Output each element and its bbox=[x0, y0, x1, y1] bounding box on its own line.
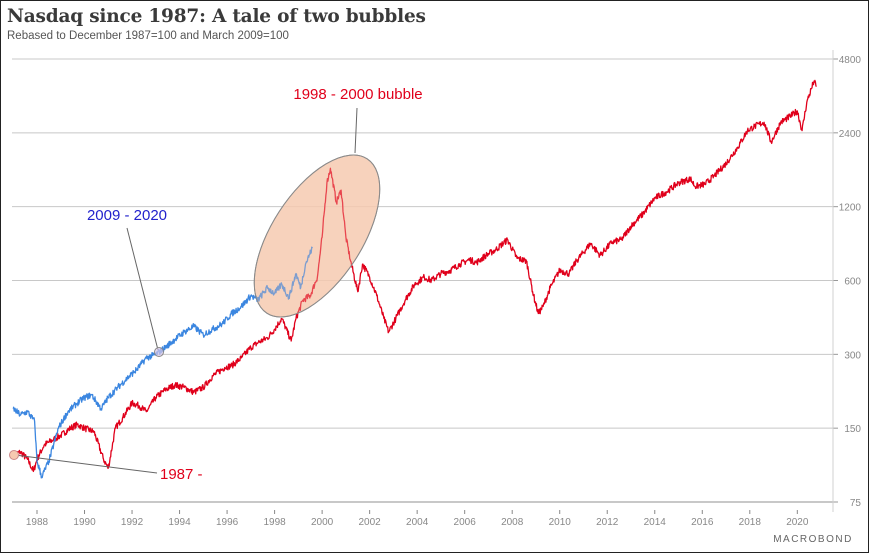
y-tick-label: 1200 bbox=[839, 203, 862, 214]
annotation-bubble-label: 1998 - 2000 bubble bbox=[293, 86, 422, 103]
x-tick-label: 2002 bbox=[359, 517, 382, 528]
macrobond-logo: MACROBOND bbox=[773, 534, 853, 545]
chart-subtitle: Rebased to December 1987=100 and March 2… bbox=[7, 30, 289, 42]
annotation-2009-marker bbox=[154, 347, 164, 357]
y-tick-label: 75 bbox=[850, 498, 862, 509]
x-tick-label: 2008 bbox=[501, 517, 524, 528]
bubble-ellipse-overlay bbox=[253, 154, 381, 318]
x-tick-label: 2018 bbox=[739, 517, 762, 528]
x-tick-label: 1994 bbox=[168, 517, 191, 528]
x-tick-label: 2006 bbox=[454, 517, 477, 528]
x-tick-label: 1998 bbox=[263, 517, 286, 528]
annotation-2009-leader bbox=[126, 227, 159, 351]
annotation-2009-label: 2009 - 2020 bbox=[87, 207, 167, 224]
y-tick-label: 2400 bbox=[839, 129, 862, 140]
y-tick-label: 4800 bbox=[839, 55, 862, 66]
y-tick-label: 300 bbox=[844, 350, 861, 361]
annotation-1987-leader bbox=[14, 454, 158, 474]
x-axis: 1988 1990 1992 1994 1996 1998 2000 2002 2004 2006… bbox=[26, 510, 809, 528]
x-tick-label: 1990 bbox=[73, 517, 96, 528]
series-line-nasdaq-1987 bbox=[12, 79, 817, 473]
x-tick-label: 2000 bbox=[311, 517, 334, 528]
chart-title: Nasdaq since 1987: A tale of two bubbles bbox=[7, 6, 426, 27]
x-tick-label: 2004 bbox=[406, 517, 429, 528]
annotation-bubble-leader bbox=[354, 107, 358, 154]
x-tick-label: 1992 bbox=[121, 517, 144, 528]
y-axis: 75 150 300 600 1200 2400 4800 bbox=[832, 50, 862, 512]
y-tick-label: 600 bbox=[844, 277, 861, 288]
x-tick-label: 2012 bbox=[596, 517, 619, 528]
annotation-1987-marker bbox=[9, 450, 19, 460]
x-tick-label: 2020 bbox=[786, 517, 809, 528]
x-tick-label: 1988 bbox=[26, 517, 49, 528]
x-tick-label: 2016 bbox=[691, 517, 714, 528]
y-tick-label: 150 bbox=[844, 424, 861, 435]
series-group bbox=[12, 79, 817, 479]
annotation-1987-label: 1987 - bbox=[160, 466, 203, 483]
gridlines bbox=[12, 58, 833, 503]
x-tick-label: 2014 bbox=[644, 517, 667, 528]
x-tick-label: 1996 bbox=[216, 517, 239, 528]
annotations-group: 1998 - 2000 bubble 2009 - 2020 1987 - bbox=[9, 86, 423, 483]
x-tick-label: 2010 bbox=[549, 517, 572, 528]
